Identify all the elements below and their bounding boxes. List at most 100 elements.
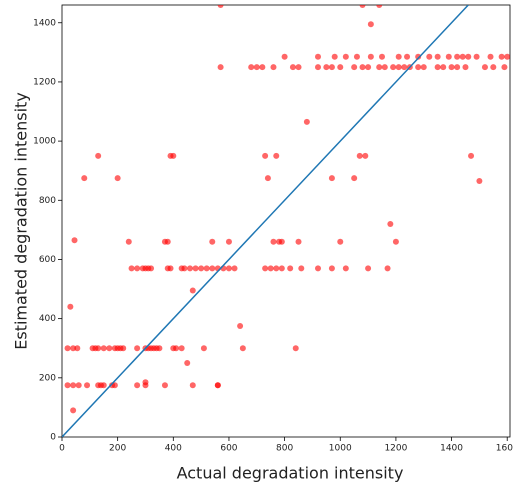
- scatter-point: [401, 64, 408, 71]
- scatter-point: [481, 64, 488, 71]
- scatter-point: [120, 345, 127, 352]
- scatter-point: [315, 53, 321, 60]
- scatter-point: [498, 53, 505, 60]
- scatter-point: [267, 265, 274, 272]
- scatter-point: [262, 265, 269, 272]
- scatter-point: [125, 238, 132, 245]
- scatter-point: [70, 407, 77, 414]
- scatter-point: [387, 220, 394, 227]
- scatter-point: [164, 238, 171, 245]
- scatter-point: [351, 175, 358, 182]
- scatter-point: [173, 345, 180, 352]
- scatter-point: [328, 265, 335, 272]
- scatter-point: [367, 21, 374, 28]
- scatter-point: [454, 64, 461, 71]
- scatter-point: [273, 152, 280, 159]
- scatter-point: [134, 382, 141, 389]
- scatter-point: [331, 53, 338, 60]
- scatter-point: [390, 64, 397, 71]
- scatter-point: [100, 345, 107, 352]
- scatter-point: [420, 64, 427, 71]
- scatter-point: [487, 53, 494, 60]
- y-tick-label: 400: [39, 314, 56, 324]
- scatter-point: [70, 345, 77, 352]
- scatter-point: [71, 237, 78, 244]
- scatter-point: [253, 64, 260, 71]
- x-tick-label: 600: [220, 444, 237, 454]
- scatter-point: [295, 238, 302, 245]
- scatter-point: [70, 382, 77, 389]
- scatter-point: [342, 53, 349, 60]
- scatter-point: [64, 345, 71, 352]
- y-tick-label: 1000: [33, 137, 56, 147]
- scatter-point: [362, 152, 369, 159]
- scatter-point: [476, 178, 483, 185]
- scatter-point: [67, 303, 74, 310]
- x-tick-label: 200: [109, 444, 126, 454]
- scatter-point: [292, 345, 299, 352]
- scatter-point: [200, 345, 207, 352]
- scatter-point: [273, 265, 280, 272]
- scatter-point: [462, 64, 469, 71]
- scatter-point: [465, 53, 472, 60]
- scatter-point: [187, 265, 193, 272]
- scatter-point: [114, 175, 121, 182]
- scatter-point: [156, 345, 163, 352]
- scatter-point: [315, 64, 321, 71]
- x-axis-title: Actual degradation intensity: [177, 464, 404, 483]
- scatter-point: [248, 64, 255, 71]
- x-tick-label: 0: [59, 444, 65, 454]
- scatter-point: [356, 152, 363, 159]
- plot-frame: [61, 4, 511, 438]
- scatter-point: [106, 345, 113, 352]
- scatter-point: [209, 265, 216, 272]
- scatter-point: [64, 382, 71, 389]
- x-tick-label: 1000: [329, 444, 352, 454]
- scatter-point: [337, 238, 344, 245]
- scatter-point: [351, 64, 358, 71]
- scatter-point: [181, 265, 188, 272]
- scatter-point: [225, 238, 232, 245]
- scatter-point: [278, 238, 285, 245]
- scatter-point: [468, 152, 475, 159]
- scatter-point: [209, 238, 216, 245]
- scatter-point: [473, 53, 480, 60]
- y-tick-label: 200: [39, 373, 56, 383]
- scatter-point: [259, 64, 266, 71]
- x-tick-label: 400: [165, 444, 182, 454]
- scatter-point: [353, 53, 360, 60]
- scatter-point: [167, 265, 174, 272]
- scatter-point: [231, 265, 238, 272]
- scatter-point: [415, 64, 422, 71]
- scatter-point: [376, 64, 383, 71]
- x-tick-label: 1400: [440, 444, 463, 454]
- scatter-point: [134, 265, 141, 272]
- scatter-point: [189, 382, 196, 389]
- scatter-point: [379, 53, 385, 60]
- y-tick-label: 800: [39, 196, 56, 206]
- scatter-point: [295, 64, 302, 71]
- scatter-point: [100, 382, 107, 389]
- scatter-point: [170, 152, 177, 159]
- scatter-point: [303, 118, 310, 125]
- scatter-point: [395, 64, 402, 71]
- scatter-point: [376, 5, 383, 8]
- scatter-point: [217, 64, 224, 71]
- scatter-point: [217, 5, 224, 8]
- scatter-point: [384, 265, 391, 272]
- scatter-point: [270, 238, 277, 245]
- scatter-point: [148, 265, 155, 272]
- scatter-point: [359, 64, 366, 71]
- scatter-point: [490, 64, 497, 71]
- scatter-point: [434, 64, 441, 71]
- scatter-point: [270, 64, 277, 71]
- scatter-point: [392, 238, 399, 245]
- scatter-point: [365, 64, 372, 71]
- scatter-point: [448, 64, 455, 71]
- scatter-point: [445, 53, 452, 60]
- y-tick-label: 1400: [33, 18, 56, 28]
- scatter-point: [95, 152, 102, 159]
- scatter-point: [203, 265, 210, 272]
- scatter-point: [214, 382, 221, 389]
